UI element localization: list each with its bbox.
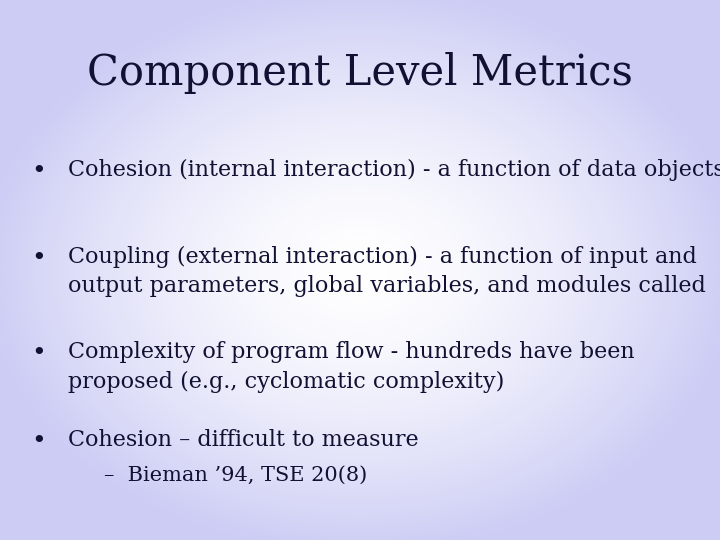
Text: Cohesion – difficult to measure: Cohesion – difficult to measure	[68, 429, 419, 451]
Text: –  Bieman ’94, TSE 20(8): – Bieman ’94, TSE 20(8)	[104, 465, 368, 484]
Text: Complexity of program flow - hundreds have been
proposed (e.g., cyclomatic compl: Complexity of program flow - hundreds ha…	[68, 341, 635, 393]
Text: Coupling (external interaction) - a function of input and
output parameters, glo: Coupling (external interaction) - a func…	[68, 246, 706, 298]
Text: •: •	[31, 159, 45, 183]
Text: •: •	[31, 429, 45, 453]
Text: •: •	[31, 341, 45, 365]
Text: Cohesion (internal interaction) - a function of data objects: Cohesion (internal interaction) - a func…	[68, 159, 720, 181]
Text: •: •	[31, 246, 45, 269]
Text: Component Level Metrics: Component Level Metrics	[87, 52, 633, 94]
